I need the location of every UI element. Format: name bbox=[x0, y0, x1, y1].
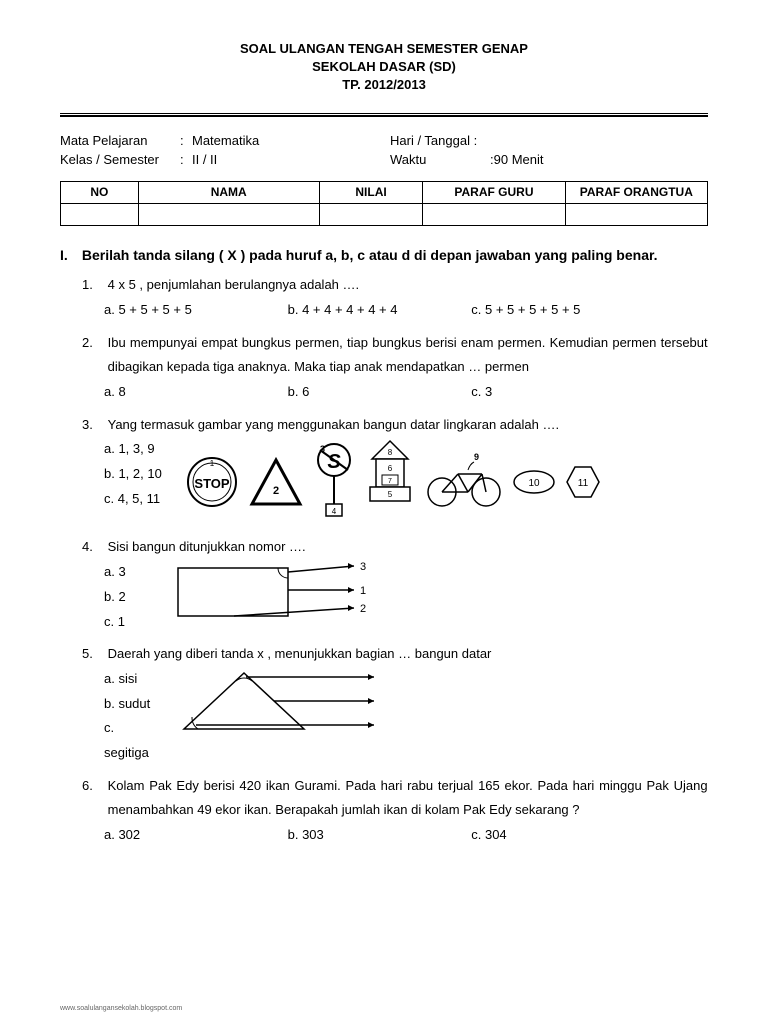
subject-value: Matematika bbox=[192, 133, 259, 148]
q5-opt-b: b. sudut bbox=[104, 692, 154, 717]
q6-opt-c: c. 304 bbox=[471, 823, 506, 848]
svg-text:1: 1 bbox=[210, 459, 215, 468]
th-paraf-ortu: PARAF ORANGTUA bbox=[565, 181, 707, 203]
time-label: Waktu bbox=[390, 152, 490, 167]
svg-text:S: S bbox=[327, 451, 341, 473]
triangle-diagram bbox=[174, 667, 414, 739]
q1-opt-b: b. 4 + 4 + 4 + 4 + 4 bbox=[288, 298, 468, 323]
q6-opt-a: a. 302 bbox=[104, 823, 284, 848]
svg-text:2: 2 bbox=[360, 603, 366, 615]
svg-text:8: 8 bbox=[388, 448, 393, 457]
q2-opt-c: c. 3 bbox=[471, 380, 492, 405]
class-label: Kelas / Semester bbox=[60, 152, 180, 167]
question-1: 1. 4 x 5 , penjumlahan berulangnya adala… bbox=[82, 273, 708, 322]
meta-block: Mata Pelajaran : Matematika Hari / Tangg… bbox=[60, 133, 708, 167]
th-paraf-guru: PARAF GURU bbox=[423, 181, 565, 203]
document-header: SOAL ULANGAN TENGAH SEMESTER GENAP SEKOL… bbox=[60, 40, 708, 95]
td-empty bbox=[61, 203, 139, 225]
svg-text:1: 1 bbox=[360, 585, 366, 597]
ellipse-icon: 10 bbox=[512, 468, 556, 496]
q5-opt-c: c. segitiga bbox=[104, 716, 154, 765]
svg-text:4: 4 bbox=[332, 507, 337, 516]
subject-label: Mata Pelajaran bbox=[60, 133, 180, 148]
hexagon-icon: 11 bbox=[564, 463, 602, 501]
divider-line bbox=[60, 113, 708, 117]
svg-text:10: 10 bbox=[528, 478, 540, 489]
time-value: 90 Menit bbox=[494, 152, 544, 167]
stop-sign-icon: 1 STOP bbox=[184, 454, 240, 510]
q6-opt-b: b. 303 bbox=[288, 823, 468, 848]
svg-text:2: 2 bbox=[273, 485, 279, 497]
date-label: Hari / Tanggal : bbox=[390, 133, 477, 148]
class-value: II / II bbox=[192, 152, 217, 167]
q3-shapes: 1 STOP 2 S 3 4 8 6 bbox=[184, 437, 708, 527]
th-no: NO bbox=[61, 181, 139, 203]
th-nilai: NILAI bbox=[319, 181, 423, 203]
question-2: 2. Ibu mempunyai empat bungkus permen, t… bbox=[82, 331, 708, 405]
q3-opt-a: a. 1, 3, 9 bbox=[104, 437, 184, 462]
svg-text:STOP: STOP bbox=[194, 476, 229, 491]
monument-icon: 8 6 7 5 bbox=[364, 437, 416, 527]
svg-text:5: 5 bbox=[388, 490, 393, 499]
q5-opt-a: a. sisi bbox=[104, 667, 154, 692]
header-line3: TP. 2012/2013 bbox=[60, 76, 708, 94]
grade-table: NO NAMA NILAI PARAF GURU PARAF ORANGTUA bbox=[60, 181, 708, 226]
rectangle-diagram: 3 1 2 bbox=[174, 560, 394, 626]
q2-opt-a: a. 8 bbox=[104, 380, 284, 405]
svg-text:6: 6 bbox=[388, 464, 393, 473]
svg-text:9: 9 bbox=[474, 452, 479, 462]
s-sign-icon: S 3 4 bbox=[312, 442, 356, 522]
svg-text:3: 3 bbox=[360, 561, 366, 573]
svg-text:7: 7 bbox=[388, 478, 392, 485]
header-line2: SEKOLAH DASAR (SD) bbox=[60, 58, 708, 76]
q4-opt-b: b. 2 bbox=[104, 585, 154, 610]
td-empty bbox=[423, 203, 565, 225]
q2-opt-b: b. 6 bbox=[288, 380, 468, 405]
td-empty bbox=[138, 203, 319, 225]
svg-text:11: 11 bbox=[578, 478, 589, 489]
svg-text:3: 3 bbox=[320, 444, 325, 454]
header-line1: SOAL ULANGAN TENGAH SEMESTER GENAP bbox=[60, 40, 708, 58]
question-6: 6. Kolam Pak Edy berisi 420 ikan Gurami.… bbox=[82, 774, 708, 848]
triangle-icon: 2 bbox=[248, 454, 304, 510]
question-4: 4. Sisi bangun ditunjukkan nomor …. a. 3… bbox=[82, 535, 708, 634]
q4-opt-c: c. 1 bbox=[104, 610, 154, 635]
q4-opt-a: a. 3 bbox=[104, 560, 154, 585]
th-nama: NAMA bbox=[138, 181, 319, 203]
q3-opt-c: c. 4, 5, 11 bbox=[104, 487, 184, 512]
section-title: I. Berilah tanda silang ( X ) pada huruf… bbox=[60, 244, 708, 268]
footer-url: www.soalulangansekolah.blogspot.com bbox=[60, 1005, 182, 1012]
q1-opt-a: a. 5 + 5 + 5 + 5 bbox=[104, 298, 284, 323]
q1-opt-c: c. 5 + 5 + 5 + 5 + 5 bbox=[471, 298, 580, 323]
td-empty bbox=[319, 203, 423, 225]
question-5: 5. Daerah yang diberi tanda x , menunjuk… bbox=[82, 642, 708, 765]
q3-opt-b: b. 1, 2, 10 bbox=[104, 462, 184, 487]
td-empty bbox=[565, 203, 707, 225]
bicycle-icon: 9 bbox=[424, 452, 504, 512]
question-3: 3. Yang termasuk gambar yang menggunakan… bbox=[82, 413, 708, 528]
